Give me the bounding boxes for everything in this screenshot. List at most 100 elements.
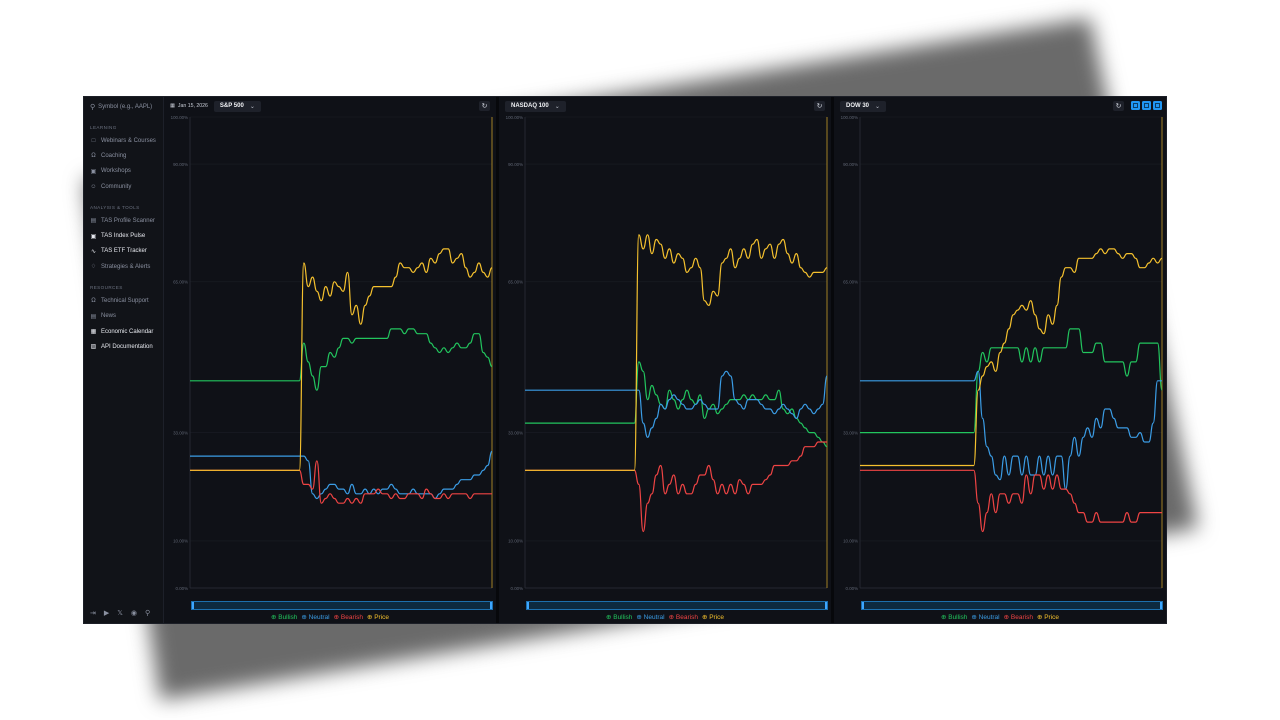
sidebar-item-label: Strategies & Alerts — [101, 263, 151, 270]
sidebar-item-community[interactable]: ☺ Community — [88, 179, 159, 194]
chart-panels: ▦ Jan 15, 2026 S&P 500 ⌄ ↻ 100.00% 90.00% 65.00… — [164, 97, 1166, 623]
legend-item-neutral[interactable]: ⊕ Neutral — [971, 614, 1000, 621]
sidebar-item-economic-calendar[interactable]: ▦ Economic Calendar — [88, 324, 159, 339]
legend-item-neutral[interactable]: ⊕ Neutral — [636, 614, 665, 621]
layout-icon — [1133, 103, 1138, 108]
sentiment-chart[interactable]: 100.00% 90.00% 65.00% 33.00% 10.00% 0.00% — [164, 115, 496, 601]
sentiment-chart[interactable]: 100.00% 90.00% 65.00% 33.00% 10.00% 0.00% — [499, 115, 831, 601]
y-tick-label: 10.00% — [843, 539, 858, 544]
sidebar-footer: ⇥ ▶ 𝕏 ◉ ⚲ — [90, 609, 150, 617]
legend-item-neutral[interactable]: ⊕ Neutral — [301, 614, 330, 621]
x-icon[interactable]: 𝕏 — [117, 610, 123, 617]
youtube-icon[interactable]: ▶ — [103, 610, 110, 617]
legend-item-price[interactable]: ⊕ Price — [366, 614, 390, 621]
sidebar-item-tas-profile-scanner[interactable]: ▤ TAS Profile Scanner — [88, 213, 159, 228]
legend-item-bullish[interactable]: ⊕ Bullish — [605, 614, 633, 621]
symbol-search[interactable]: ⚲ Symbol (e.g., AAPL) — [88, 100, 159, 114]
legend-item-bullish[interactable]: ⊕ Bullish — [270, 614, 298, 621]
chart-legend: ⊕ Bullish ⊕ Neutral ⊕ Bearish ⊕ Price — [164, 613, 496, 623]
sidebar-item-label: Technical Support — [101, 298, 149, 305]
layout-icon — [1155, 103, 1160, 108]
y-tick-label: 10.00% — [508, 539, 523, 544]
series-line-bullish — [524, 361, 828, 448]
index-select[interactable]: DOW 30 ⌄ — [840, 100, 887, 112]
chart-legend: ⊕ Bullish ⊕ Neutral ⊕ Bearish ⊕ Price — [499, 613, 831, 623]
sidebar-item-tas-index-pulse[interactable]: ▣ TAS Index Pulse — [88, 228, 159, 243]
refresh-button[interactable]: ↻ — [479, 101, 490, 111]
series-line-bearish — [189, 460, 492, 504]
calendar-icon: ▦ — [90, 329, 97, 336]
sidebar-item-news[interactable]: ▤ News — [88, 309, 159, 324]
y-tick-label: 10.00% — [173, 539, 188, 544]
series-line-neutral — [860, 370, 1162, 490]
sidebar-item-webinars-courses[interactable]: □ Webinars & Courses — [88, 133, 159, 148]
y-tick-label: 65.00% — [508, 280, 523, 285]
panel-header: ▦ Jan 15, 2026 S&P 500 ⌄ ↻ — [164, 97, 496, 115]
sidebar-item-coaching[interactable]: Ω Coaching — [88, 148, 159, 163]
headset-icon: Ω — [91, 298, 96, 305]
search-icon: ⚲ — [90, 104, 96, 111]
legend-item-bearish[interactable]: ⊕ Bearish — [1003, 614, 1033, 621]
sidebar-item-label: TAS ETF Tracker — [101, 248, 147, 255]
legend-item-bullish[interactable]: ⊕ Bullish — [940, 614, 968, 621]
sidebar-item-tas-etf-tracker[interactable]: ∿ TAS ETF Tracker — [88, 244, 159, 259]
legend-item-bearish[interactable]: ⊕ Bearish — [333, 614, 363, 621]
legend-label: Price — [374, 614, 390, 621]
scroller-handle-left[interactable] — [192, 602, 194, 609]
legend-label: Bullish — [613, 614, 633, 621]
scroller-handle-right[interactable] — [825, 602, 827, 609]
sentiment-chart[interactable]: 100.00% 90.00% 65.00% 33.00% 10.00% 0.00% — [834, 115, 1166, 601]
layout-button-2[interactable] — [1142, 101, 1151, 110]
sidebar-item-label: Economic Calendar — [101, 328, 154, 335]
y-tick-label: 65.00% — [843, 280, 858, 285]
globe-icon[interactable]: ◉ — [130, 610, 138, 617]
range-scroller[interactable] — [861, 601, 1163, 610]
legend-item-bearish[interactable]: ⊕ Bearish — [668, 614, 698, 621]
series-line-neutral — [190, 450, 493, 500]
layout-switcher — [1131, 101, 1162, 110]
index-select[interactable]: S&P 500 ⌄ — [213, 100, 261, 112]
chevron-down-icon: ⌄ — [249, 103, 255, 110]
y-tick-label: 0.00% — [511, 586, 524, 591]
newspaper-icon: ▤ — [90, 313, 97, 320]
sidebar-item-technical-support[interactable]: Ω Technical Support — [88, 293, 159, 308]
legend-label: Price — [709, 614, 725, 621]
refresh-button[interactable]: ↻ — [1113, 101, 1124, 111]
index-panel: NASDAQ 100 ⌄ ↻ 100.00% 90.00% 65.00% 33.00% 10.… — [499, 97, 831, 623]
scroller-handle-left[interactable] — [862, 602, 864, 609]
range-scroller[interactable] — [191, 601, 493, 610]
legend-item-price[interactable]: ⊕ Price — [701, 614, 725, 621]
legend-item-price[interactable]: ⊕ Price — [1036, 614, 1060, 621]
sidebar-item-workshops[interactable]: ▣ Workshops — [88, 164, 159, 179]
sidebar-item-label: News — [101, 313, 117, 320]
legend-label: Bearish — [675, 614, 698, 621]
users-icon: ☺ — [90, 183, 97, 190]
index-label: S&P 500 — [219, 103, 244, 109]
activity-icon: ∿ — [90, 248, 97, 255]
series-line-bearish — [859, 469, 1162, 533]
lightbulb-icon[interactable]: ⚲ — [145, 610, 151, 617]
layout-button-3[interactable] — [1153, 101, 1162, 110]
series-line-bullish — [190, 328, 493, 391]
index-label: NASDAQ 100 — [511, 103, 549, 109]
sidebar-item-api-documentation[interactable]: ▨ API Documentation — [88, 339, 159, 354]
panel-header: NASDAQ 100 ⌄ ↻ — [499, 97, 831, 115]
layout-button-1[interactable] — [1131, 101, 1140, 110]
scroller-handle-right[interactable] — [1160, 602, 1162, 609]
legend-label: Neutral — [643, 614, 665, 621]
legend-label: Neutral — [978, 614, 1000, 621]
sidebar-item-strategies-alerts[interactable]: ♢ Strategies & Alerts — [88, 259, 159, 274]
date-picker[interactable]: ▦ Jan 15, 2026 — [170, 103, 208, 109]
index-panel: ▦ Jan 15, 2026 S&P 500 ⌄ ↻ 100.00% 90.00% 65.00… — [164, 97, 496, 623]
index-select[interactable]: NASDAQ 100 ⌄ — [505, 100, 566, 112]
search-placeholder: Symbol (e.g., AAPL) — [98, 104, 153, 110]
scroller-handle-left[interactable] — [527, 602, 529, 609]
y-tick-label: 90.00% — [173, 162, 188, 167]
logout-icon[interactable]: ⇥ — [90, 610, 96, 617]
y-tick-label: 90.00% — [508, 162, 523, 167]
range-scroller[interactable] — [526, 601, 828, 610]
section-title: LEARNING — [90, 125, 117, 130]
scroller-handle-right[interactable] — [490, 602, 492, 609]
refresh-button[interactable]: ↻ — [814, 101, 825, 111]
sidebar-item-label: Coaching — [101, 152, 127, 159]
